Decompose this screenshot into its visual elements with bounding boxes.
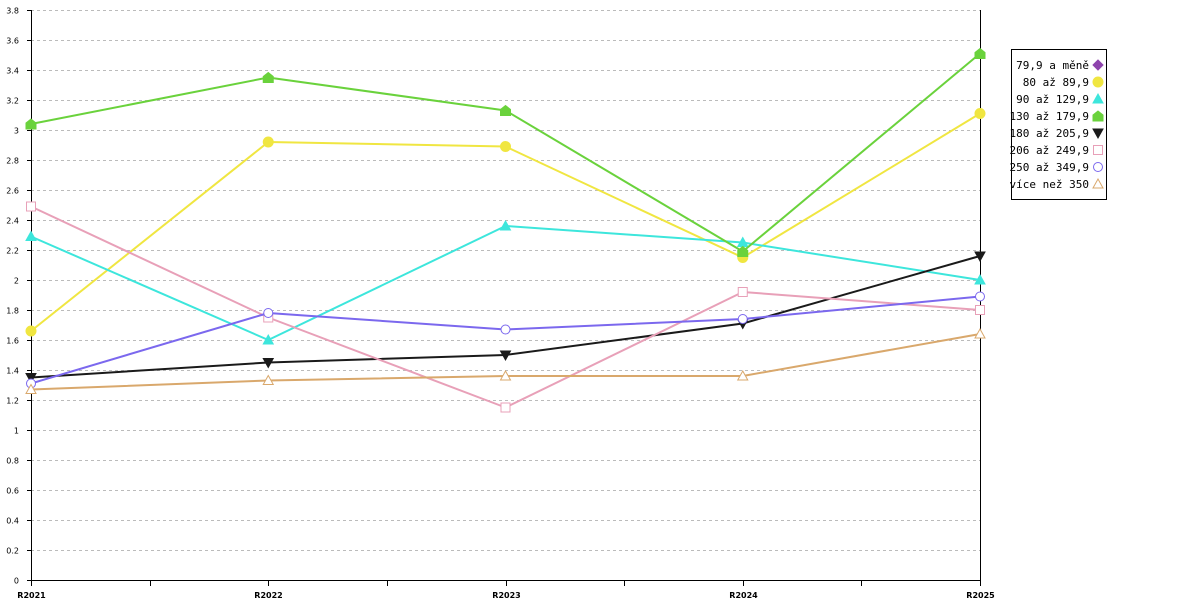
legend-marker [1092, 128, 1104, 140]
legend-label: 180 až 205,9 [1010, 127, 1089, 140]
y-tick-label: 2.6 [6, 187, 19, 196]
data-point [26, 201, 36, 212]
y-tick-label: 3.4 [6, 67, 19, 76]
data-point [975, 291, 985, 302]
data-point [500, 324, 511, 335]
x-tick-label: R2022 [254, 591, 282, 600]
data-point [974, 273, 986, 285]
data-point [262, 136, 274, 148]
y-tick-label: 3.8 [6, 7, 19, 16]
y-tick-label: 1 [14, 427, 19, 436]
y-tick-label: 2.2 [6, 247, 19, 256]
legend-box [1011, 49, 1107, 200]
y-tick-label: 2.4 [6, 217, 19, 226]
y-ticks: 0 0.2 0.4 0.6 0.8 1 1.2 1.4 1.6 1.8 2 2.2 2.4 2.6 2.8 3… [6, 7, 31, 586]
legend-marker [1092, 177, 1104, 189]
data-point [262, 333, 275, 345]
series-2 [25, 219, 986, 345]
legend-label: 80 až 89,9 [1023, 76, 1089, 89]
y-tick-label: 0.4 [6, 517, 19, 526]
series-1 [25, 108, 986, 337]
legend-marker [1092, 76, 1104, 88]
legend-marker [1092, 59, 1104, 71]
legend-label: více než 350 [1010, 178, 1089, 191]
y-tick-label: 0.6 [6, 487, 19, 496]
x-tick-label: R2021 [17, 591, 46, 600]
data-point [499, 369, 512, 381]
legend-label: 130 až 179,9 [1010, 110, 1089, 123]
series-line [30, 225, 981, 341]
data-point [737, 314, 748, 324]
series-5 [26, 201, 985, 413]
y-tick-label: 2 [14, 277, 19, 286]
y-tick-label: 3.6 [6, 37, 19, 46]
legend-label: 206 až 249,9 [1010, 144, 1089, 157]
legend: 79,9 a měně 80 až 89,9 90 až 129,9 130 až 1… [1010, 49, 1107, 200]
y-tick-label: 1.6 [6, 337, 19, 346]
y-tick-label: 1.2 [6, 397, 19, 406]
data-point [500, 402, 511, 413]
data-point [737, 287, 748, 297]
series-line [30, 333, 981, 391]
data-point [974, 327, 986, 339]
legend-marker [1093, 162, 1103, 172]
data-point [499, 219, 512, 231]
legend-marker [1092, 110, 1104, 122]
data-point [974, 108, 986, 119]
series-3 [25, 47, 986, 257]
data-point [500, 141, 511, 152]
data-point [499, 350, 512, 362]
data-point [974, 251, 986, 263]
data-point [500, 104, 511, 116]
data-point [262, 71, 274, 83]
series-7 [25, 327, 986, 394]
legend-marker [1093, 145, 1103, 155]
legend-label: 90 až 129,9 [1016, 93, 1089, 106]
legend-label: 250 až 349,9 [1010, 161, 1089, 174]
y-tick-label: 1.4 [6, 367, 19, 376]
legend-marker [1092, 92, 1104, 104]
data-point [25, 118, 37, 130]
y-tick-label: 0.2 [6, 547, 19, 556]
data-point [975, 305, 985, 315]
data-point [974, 47, 986, 59]
legend-label: 79,9 a měně [1016, 59, 1089, 72]
y-tick-label: 3.2 [6, 97, 19, 106]
data-point [25, 373, 37, 384]
data-point [736, 369, 749, 381]
data-point [737, 245, 749, 257]
data-point [25, 383, 37, 394]
x-ticks: R2021 R2022 R2023 R2024 R2025 [17, 580, 995, 600]
data-point [262, 358, 275, 369]
data-point [262, 374, 275, 385]
y-tick-label: 0 [14, 577, 19, 586]
x-tick-label: R2025 [966, 591, 995, 600]
data-point [25, 230, 37, 241]
series-6 [26, 291, 985, 389]
y-tick-label: 3 [14, 127, 19, 136]
x-tick-label: R2023 [492, 591, 520, 600]
y-tick-label: 1.8 [6, 307, 19, 316]
x-tick-label: R2024 [729, 591, 758, 600]
data-point [263, 308, 274, 318]
y-tick-label: 0.8 [6, 457, 19, 466]
y-tick-label: 2.8 [6, 157, 19, 166]
gridlines [31, 10, 980, 551]
data-point [25, 325, 37, 337]
